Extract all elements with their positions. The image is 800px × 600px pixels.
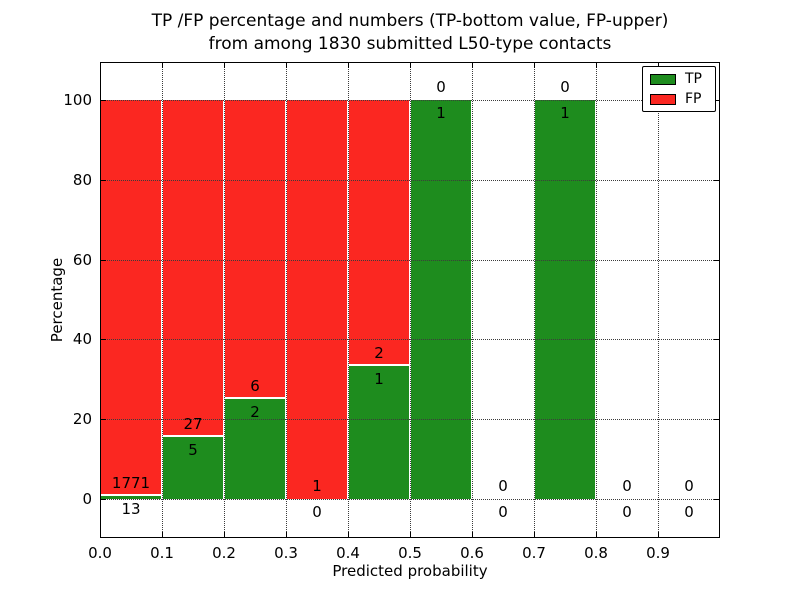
bar-segment-fp [100,100,162,497]
y-tick-label: 80 [72,170,92,189]
legend-item-tp: TP [650,72,708,86]
y-tick-mark [714,179,720,181]
bar-segment-fp [224,100,286,400]
x-tick-mark [596,532,597,538]
chart-title-line2: from among 1830 submitted L50-type conta… [208,34,612,54]
y-tick-mark [714,100,720,101]
gridline-vertical [162,62,163,538]
x-tick-mark [472,532,473,538]
gridline-vertical [410,62,411,538]
bar-segment-tp [534,100,596,499]
x-tick-mark [658,532,659,538]
gridline-vertical [224,62,225,538]
x-tick-label: 0.3 [274,544,298,562]
y-tick-label: 60 [72,250,92,269]
gridline-vertical [286,62,287,538]
legend-swatch-tp [650,73,676,85]
chart-title: TP /FP percentage and numbers (TP-bottom… [100,10,720,56]
bar-count-tp: 0 [312,503,322,521]
x-axis-label: Predicted probability [332,562,488,580]
y-tick-mark [714,339,720,341]
y-tick-mark [100,259,106,261]
bar-count-fp: 1 [312,477,322,495]
bar-count-tp: 1 [436,104,446,122]
y-tick-mark [714,259,720,261]
bar-count-tp: 5 [188,440,198,459]
x-tick-mark [410,62,411,68]
bar-segment-tp [162,436,224,499]
bar-count-fp: 0 [560,78,570,96]
y-tick-label: 40 [72,330,92,349]
x-tick-label: 0.0 [88,544,112,562]
y-tick-mark [100,419,106,421]
bar-count-tp: 1 [374,370,384,388]
x-tick-mark [596,62,597,68]
x-tick-label: 0.7 [522,544,546,562]
y-tick-mark [100,100,106,101]
x-tick-mark [472,62,473,68]
bar-count-fp: 2 [374,344,384,362]
bar-count-fp: 27 [183,414,203,433]
bar-segment-fp [286,100,348,499]
y-tick-mark [100,499,106,500]
legend-label-tp: TP [685,71,702,87]
bar-count-tp: 0 [498,503,508,521]
y-tick-mark [714,499,720,500]
x-tick-label: 0.8 [584,544,608,562]
x-tick-mark [162,532,163,538]
bar-count-fp: 1771 [111,474,151,493]
bar-count-tp: 2 [250,403,260,422]
legend-label-fp: FP [685,91,702,107]
y-tick-mark [100,179,106,181]
x-tick-mark [286,532,287,538]
legend-swatch-fp [650,93,676,105]
y-tick-label: 20 [72,410,92,429]
gridline-vertical [348,62,349,538]
bar-segment-fp [162,100,224,437]
bar-count-fp: 0 [684,477,694,495]
bar-count-fp: 0 [498,477,508,495]
bar-count-tp: 1 [560,104,570,122]
x-tick-mark [534,532,535,538]
x-tick-label: 0.4 [336,544,360,562]
x-tick-label: 0.1 [150,544,174,562]
x-tick-mark [348,532,349,538]
y-tick-mark [714,419,720,421]
x-tick-mark [224,62,225,68]
x-tick-label: 0.5 [398,544,422,562]
x-tick-mark [162,62,163,68]
x-tick-label: 0.6 [460,544,484,562]
x-tick-mark [286,62,287,68]
x-tick-mark [348,62,349,68]
bar-count-fp: 0 [436,78,446,96]
y-tick-label: 0 [82,490,92,508]
bar-count-tp: 0 [684,503,694,521]
x-tick-mark [100,532,101,538]
bar-count-tp: 0 [622,503,632,521]
y-tick-mark [100,339,106,341]
chart-title-line1: TP /FP percentage and numbers (TP-bottom… [151,11,669,31]
x-tick-label: 0.2 [212,544,236,562]
bar-segment-fp [348,100,410,366]
legend-item-fp: FP [650,92,708,106]
gridline-vertical [534,62,535,538]
x-tick-mark [100,62,101,68]
bar-segment-tp [348,366,410,499]
x-tick-mark [658,62,659,68]
bar-segment-tp [224,399,286,499]
x-tick-mark [224,532,225,538]
gridline-vertical [658,62,659,538]
x-tick-label: 0.9 [646,544,670,562]
bar-count-tp: 13 [121,500,141,519]
bar-segment-tp [410,100,472,499]
gridline-vertical [472,62,473,538]
y-tick-label: 100 [63,91,92,109]
x-tick-mark [410,532,411,538]
x-tick-mark [534,62,535,68]
gridline-vertical [596,62,597,538]
legend: TP FP [642,66,716,112]
bar-count-fp: 0 [622,477,632,495]
bar-count-fp: 6 [250,377,260,396]
